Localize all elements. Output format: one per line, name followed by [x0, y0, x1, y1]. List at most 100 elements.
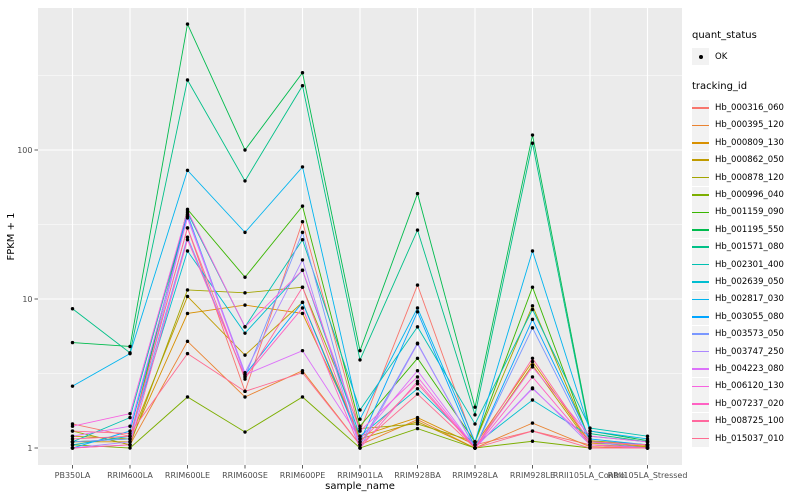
legend-entry-Hb_003055_080: Hb_003055_080: [692, 308, 798, 326]
legend-color-line: [692, 385, 709, 388]
legend-color-line: [692, 402, 709, 405]
legend-key: [692, 99, 709, 117]
data-point: [300, 268, 305, 272]
data-point: [645, 440, 650, 444]
data-point: [473, 413, 477, 417]
data-point: [128, 424, 132, 428]
legend-color-line: [692, 350, 709, 353]
data-point: [185, 168, 190, 173]
data-point: [300, 258, 305, 262]
legend-entry-Hb_000809_130: Hb_000809_130: [692, 134, 798, 152]
data-point: [70, 446, 75, 450]
data-point: [530, 398, 535, 402]
data-point: [588, 434, 592, 438]
data-point: [645, 443, 650, 447]
data-point: [588, 426, 592, 430]
data-point: [185, 395, 190, 399]
data-point: [530, 307, 535, 312]
legend-key: [692, 325, 709, 343]
legend-entry-Hb_004223_080: Hb_004223_080: [692, 360, 798, 378]
data-point: [358, 426, 362, 431]
data-point: [358, 408, 362, 412]
legend-label: Hb_003573_050: [715, 329, 784, 340]
data-point: [128, 446, 132, 450]
legend-label: Hb_007237_020: [715, 398, 784, 409]
data-point: [415, 415, 420, 420]
legend-key: [692, 256, 709, 274]
legend-key: [692, 412, 709, 430]
legend-color-line: [692, 124, 709, 127]
x-tick-label: RRIM928BA: [394, 471, 441, 480]
data-point: [128, 440, 132, 444]
data-point: [128, 437, 132, 441]
y-tick-label: 10: [22, 295, 32, 304]
legend-entry-Hb_000996_040: Hb_000996_040: [692, 186, 798, 204]
legend-color-line: [692, 420, 709, 422]
data-point: [415, 325, 420, 329]
data-point: [243, 430, 247, 434]
legend-label: Hb_003747_250: [715, 346, 784, 357]
data-point: [185, 339, 190, 344]
data-point: [300, 395, 305, 399]
data-point: [530, 249, 535, 253]
data-point: [128, 351, 132, 356]
data-point: [530, 326, 535, 330]
data-point: [473, 446, 477, 450]
data-point: [128, 411, 132, 416]
data-points: [70, 22, 650, 450]
data-point: [243, 395, 247, 399]
data-point: [358, 348, 362, 353]
data-point: [530, 365, 535, 369]
x-tick-label: RRIM600LE: [165, 471, 210, 480]
data-point: [415, 191, 420, 196]
data-point: [530, 421, 535, 425]
legend-color-line: [692, 107, 709, 109]
data-point: [530, 375, 535, 379]
legend-entry-Hb_002817_030: Hb_002817_030: [692, 290, 798, 308]
legend-entry-Hb_000878_120: Hb_000878_120: [692, 169, 798, 187]
data-point: [70, 440, 75, 444]
data-point: [473, 440, 477, 444]
legend-entry-Hb_000395_120: Hb_000395_120: [692, 116, 798, 134]
data-point: [415, 375, 420, 379]
data-point: [185, 351, 190, 356]
data-point: [243, 353, 247, 357]
data-point: [530, 285, 535, 289]
x-tick-label: RRIM600PE: [280, 471, 326, 480]
legend-color-line: [692, 281, 709, 283]
data-point: [185, 249, 190, 253]
data-point: [185, 22, 190, 26]
data-point: [243, 377, 247, 381]
data-point: [588, 443, 592, 447]
x-tick-label: RRIM600SE: [222, 471, 268, 480]
data-point: [415, 387, 420, 391]
legend-entry-Hb_008725_100: Hb_008725_100: [692, 412, 798, 430]
legend-entry-Hb_006120_130: Hb_006120_130: [692, 377, 798, 395]
legend-color-line: [692, 159, 709, 162]
legend-label: Hb_001571_080: [715, 242, 784, 253]
legend-entry-Hb_003573_050: Hb_003573_050: [692, 325, 798, 343]
data-point: [415, 283, 420, 287]
data-point: [588, 446, 592, 450]
data-point: [415, 422, 420, 426]
y-axis-labels: 1 10 100: [17, 146, 32, 453]
data-point: [358, 443, 362, 447]
legend-color-line: [692, 437, 709, 440]
data-point: [300, 238, 305, 242]
legend: quant_status OK tracking_id Hb_000316_06…: [692, 30, 798, 447]
data-point: [358, 434, 362, 438]
legend-color-line: [692, 368, 709, 370]
legend-label: Hb_000862_050: [715, 155, 784, 166]
data-point: [185, 294, 190, 299]
legend-key: [692, 395, 709, 413]
data-point: [70, 429, 75, 433]
data-point: [185, 288, 190, 292]
data-point: [415, 356, 420, 360]
x-tick-label: RRII105LA_Stressed: [608, 471, 688, 480]
x-tick-label: RRIM928LA: [452, 471, 498, 480]
data-point: [300, 204, 305, 208]
legend-color-line: [692, 298, 709, 301]
data-point: [70, 424, 75, 428]
data-point: [185, 78, 190, 82]
